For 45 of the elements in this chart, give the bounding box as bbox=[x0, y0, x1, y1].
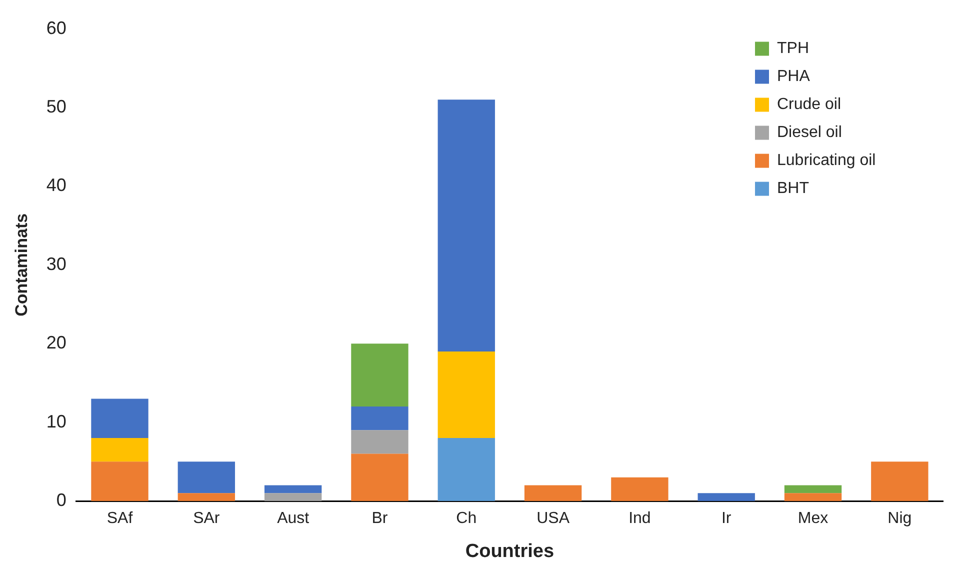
bar bbox=[351, 344, 408, 407]
legend-label: TPH bbox=[777, 40, 809, 58]
bar bbox=[178, 462, 236, 494]
x-tick-label: Nig bbox=[888, 510, 912, 528]
y-tick-label: 20 bbox=[46, 332, 66, 353]
x-tick-label: SAf bbox=[106, 510, 134, 528]
bar bbox=[611, 477, 668, 501]
y-axis-title: Contaminats bbox=[12, 213, 31, 316]
x-tick-label: Mex bbox=[798, 510, 828, 528]
bar bbox=[351, 454, 408, 501]
bar bbox=[438, 351, 495, 438]
bar bbox=[264, 485, 322, 494]
bar bbox=[524, 485, 582, 501]
x-axis-title: Countries bbox=[465, 540, 554, 562]
legend-label: Diesel oil bbox=[777, 124, 842, 142]
legend-label: PHA bbox=[777, 68, 810, 86]
x-tick-label: Ch bbox=[456, 510, 477, 528]
y-tick-label: 60 bbox=[46, 18, 66, 38]
x-tick-label: Br bbox=[372, 510, 388, 528]
x-tick-label: Ind bbox=[628, 510, 651, 528]
bar bbox=[351, 430, 408, 454]
y-tick-label: 10 bbox=[46, 411, 66, 432]
y-tick-label: 50 bbox=[46, 96, 66, 116]
bar bbox=[91, 438, 148, 462]
legend-label: Crude oil bbox=[777, 96, 842, 114]
bar bbox=[784, 485, 842, 494]
bar bbox=[351, 406, 408, 430]
bar bbox=[91, 398, 148, 438]
bar bbox=[264, 493, 322, 501]
x-tick-label: Ir bbox=[721, 510, 732, 528]
x-tick-label: SAr bbox=[193, 510, 220, 528]
bar bbox=[698, 493, 755, 501]
bar bbox=[784, 493, 842, 501]
y-tick-label: 0 bbox=[56, 490, 66, 510]
bar bbox=[438, 438, 495, 501]
legend-label: BHT bbox=[777, 180, 810, 198]
bar bbox=[91, 462, 148, 501]
y-tick-label: 40 bbox=[46, 175, 66, 196]
x-tick-label: Aust bbox=[277, 510, 310, 528]
bar bbox=[871, 462, 928, 501]
bar bbox=[178, 493, 236, 501]
bar bbox=[438, 100, 495, 352]
y-tick-label: 30 bbox=[46, 254, 66, 274]
x-tick-label: USA bbox=[536, 510, 570, 528]
legend-label: Lubricating oil bbox=[777, 152, 876, 170]
